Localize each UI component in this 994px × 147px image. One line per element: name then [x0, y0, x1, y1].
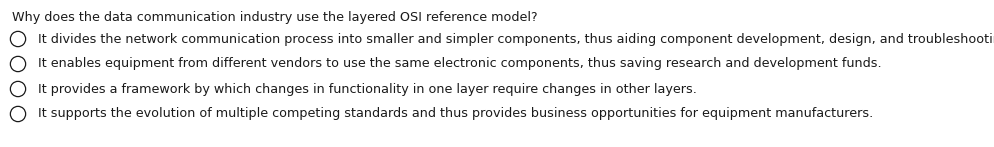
Text: Why does the data communication industry use the layered OSI reference model?: Why does the data communication industry…	[12, 10, 538, 24]
Text: It divides the network communication process into smaller and simpler components: It divides the network communication pro…	[38, 32, 994, 46]
Text: It enables equipment from different vendors to use the same electronic component: It enables equipment from different vend…	[38, 57, 882, 71]
Text: It provides a framework by which changes in functionality in one layer require c: It provides a framework by which changes…	[38, 82, 697, 96]
Text: It supports the evolution of multiple competing standards and thus provides busi: It supports the evolution of multiple co…	[38, 107, 874, 121]
